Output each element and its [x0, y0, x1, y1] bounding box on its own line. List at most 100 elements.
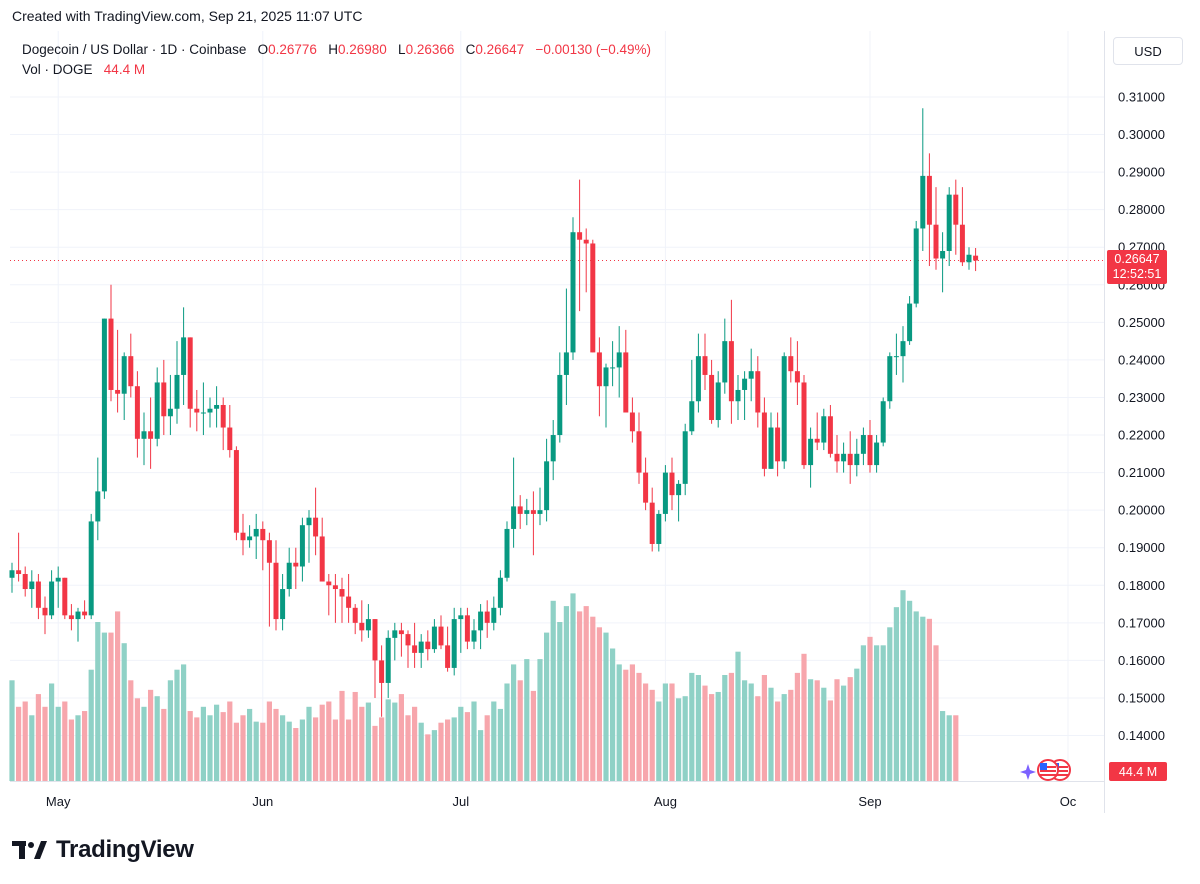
candle[interactable]: [768, 412, 774, 469]
candle[interactable]: [464, 607, 470, 650]
candle[interactable]: [293, 547, 299, 590]
candle[interactable]: [365, 604, 371, 638]
candle[interactable]: [874, 435, 880, 473]
candle[interactable]: [676, 480, 682, 522]
candle[interactable]: [181, 307, 187, 405]
candle[interactable]: [220, 397, 226, 451]
candle[interactable]: [959, 187, 965, 267]
candle[interactable]: [563, 288, 569, 405]
candle[interactable]: [167, 374, 173, 436]
candle[interactable]: [418, 634, 424, 668]
us-flag-icon[interactable]: [1037, 759, 1059, 781]
candle[interactable]: [313, 487, 319, 556]
candle[interactable]: [161, 359, 167, 436]
candle[interactable]: [306, 510, 312, 563]
candle[interactable]: [75, 607, 81, 642]
candle[interactable]: [121, 352, 127, 421]
candle[interactable]: [194, 389, 200, 432]
candle[interactable]: [392, 622, 398, 661]
candle[interactable]: [398, 622, 404, 657]
candle[interactable]: [926, 153, 932, 267]
candle[interactable]: [893, 333, 899, 375]
candle[interactable]: [709, 359, 715, 424]
candle[interactable]: [339, 577, 345, 623]
candle[interactable]: [735, 374, 741, 421]
candle[interactable]: [643, 457, 649, 511]
tradingview-logo[interactable]: TradingView: [12, 836, 194, 864]
candle[interactable]: [141, 412, 147, 466]
candle[interactable]: [273, 540, 279, 631]
candle[interactable]: [438, 615, 444, 650]
symbol-description[interactable]: Dogecoin / US Dollar · 1D · Coinbase: [22, 42, 247, 57]
candle[interactable]: [557, 352, 563, 443]
candle[interactable]: [517, 495, 523, 529]
candle[interactable]: [550, 420, 556, 481]
candle[interactable]: [484, 600, 490, 638]
candle[interactable]: [187, 337, 193, 428]
candle[interactable]: [860, 427, 866, 466]
candle[interactable]: [616, 326, 622, 398]
candle[interactable]: [352, 604, 358, 635]
candle[interactable]: [379, 645, 385, 717]
candle[interactable]: [108, 284, 114, 402]
candle[interactable]: [537, 487, 543, 526]
candle[interactable]: [346, 574, 352, 623]
candle[interactable]: [715, 371, 721, 428]
candle[interactable]: [227, 404, 233, 458]
candle[interactable]: [920, 108, 926, 251]
candle[interactable]: [458, 607, 464, 653]
candle[interactable]: [821, 408, 827, 451]
candle[interactable]: [669, 457, 675, 511]
candle[interactable]: [728, 299, 734, 424]
candle[interactable]: [913, 220, 919, 308]
candle[interactable]: [596, 337, 602, 417]
candle[interactable]: [478, 604, 484, 650]
candle[interactable]: [900, 326, 906, 383]
volume-label[interactable]: Vol · DOGE: [22, 62, 93, 77]
candle[interactable]: [247, 525, 253, 548]
candle[interactable]: [372, 619, 378, 698]
candle[interactable]: [200, 382, 206, 436]
candle[interactable]: [491, 596, 497, 631]
candle[interactable]: [385, 630, 391, 698]
candle[interactable]: [22, 566, 28, 597]
candle[interactable]: [95, 457, 101, 541]
candle[interactable]: [841, 442, 847, 473]
candle[interactable]: [880, 397, 886, 447]
candle[interactable]: [359, 600, 365, 642]
candle[interactable]: [801, 374, 807, 469]
candle[interactable]: [266, 532, 272, 627]
candle[interactable]: [953, 179, 959, 255]
candle[interactable]: [788, 337, 794, 383]
candle[interactable]: [260, 521, 266, 571]
candle[interactable]: [29, 570, 35, 608]
currency-button[interactable]: USD: [1113, 37, 1183, 65]
candle[interactable]: [827, 404, 833, 458]
candle[interactable]: [590, 239, 596, 353]
candle[interactable]: [299, 517, 305, 582]
candle[interactable]: [775, 412, 781, 477]
candle[interactable]: [326, 574, 332, 616]
candle[interactable]: [55, 566, 61, 608]
candle[interactable]: [319, 517, 325, 582]
candle[interactable]: [834, 435, 840, 473]
candle[interactable]: [233, 446, 239, 541]
candle[interactable]: [35, 574, 41, 620]
candle[interactable]: [280, 574, 286, 631]
candle[interactable]: [695, 333, 701, 413]
candle[interactable]: [854, 438, 860, 477]
candle[interactable]: [946, 187, 952, 267]
candle[interactable]: [656, 510, 662, 552]
candle[interactable]: [933, 187, 939, 270]
candle[interactable]: [332, 574, 338, 623]
candle[interactable]: [702, 333, 708, 390]
candle[interactable]: [629, 397, 635, 443]
price-axis[interactable]: USD: [1104, 31, 1191, 813]
candle[interactable]: [451, 607, 457, 676]
candle[interactable]: [101, 318, 107, 499]
candle[interactable]: [867, 420, 873, 473]
candle[interactable]: [445, 626, 451, 672]
candle[interactable]: [524, 498, 530, 526]
time-axis[interactable]: [10, 781, 1104, 814]
candle[interactable]: [808, 427, 814, 488]
